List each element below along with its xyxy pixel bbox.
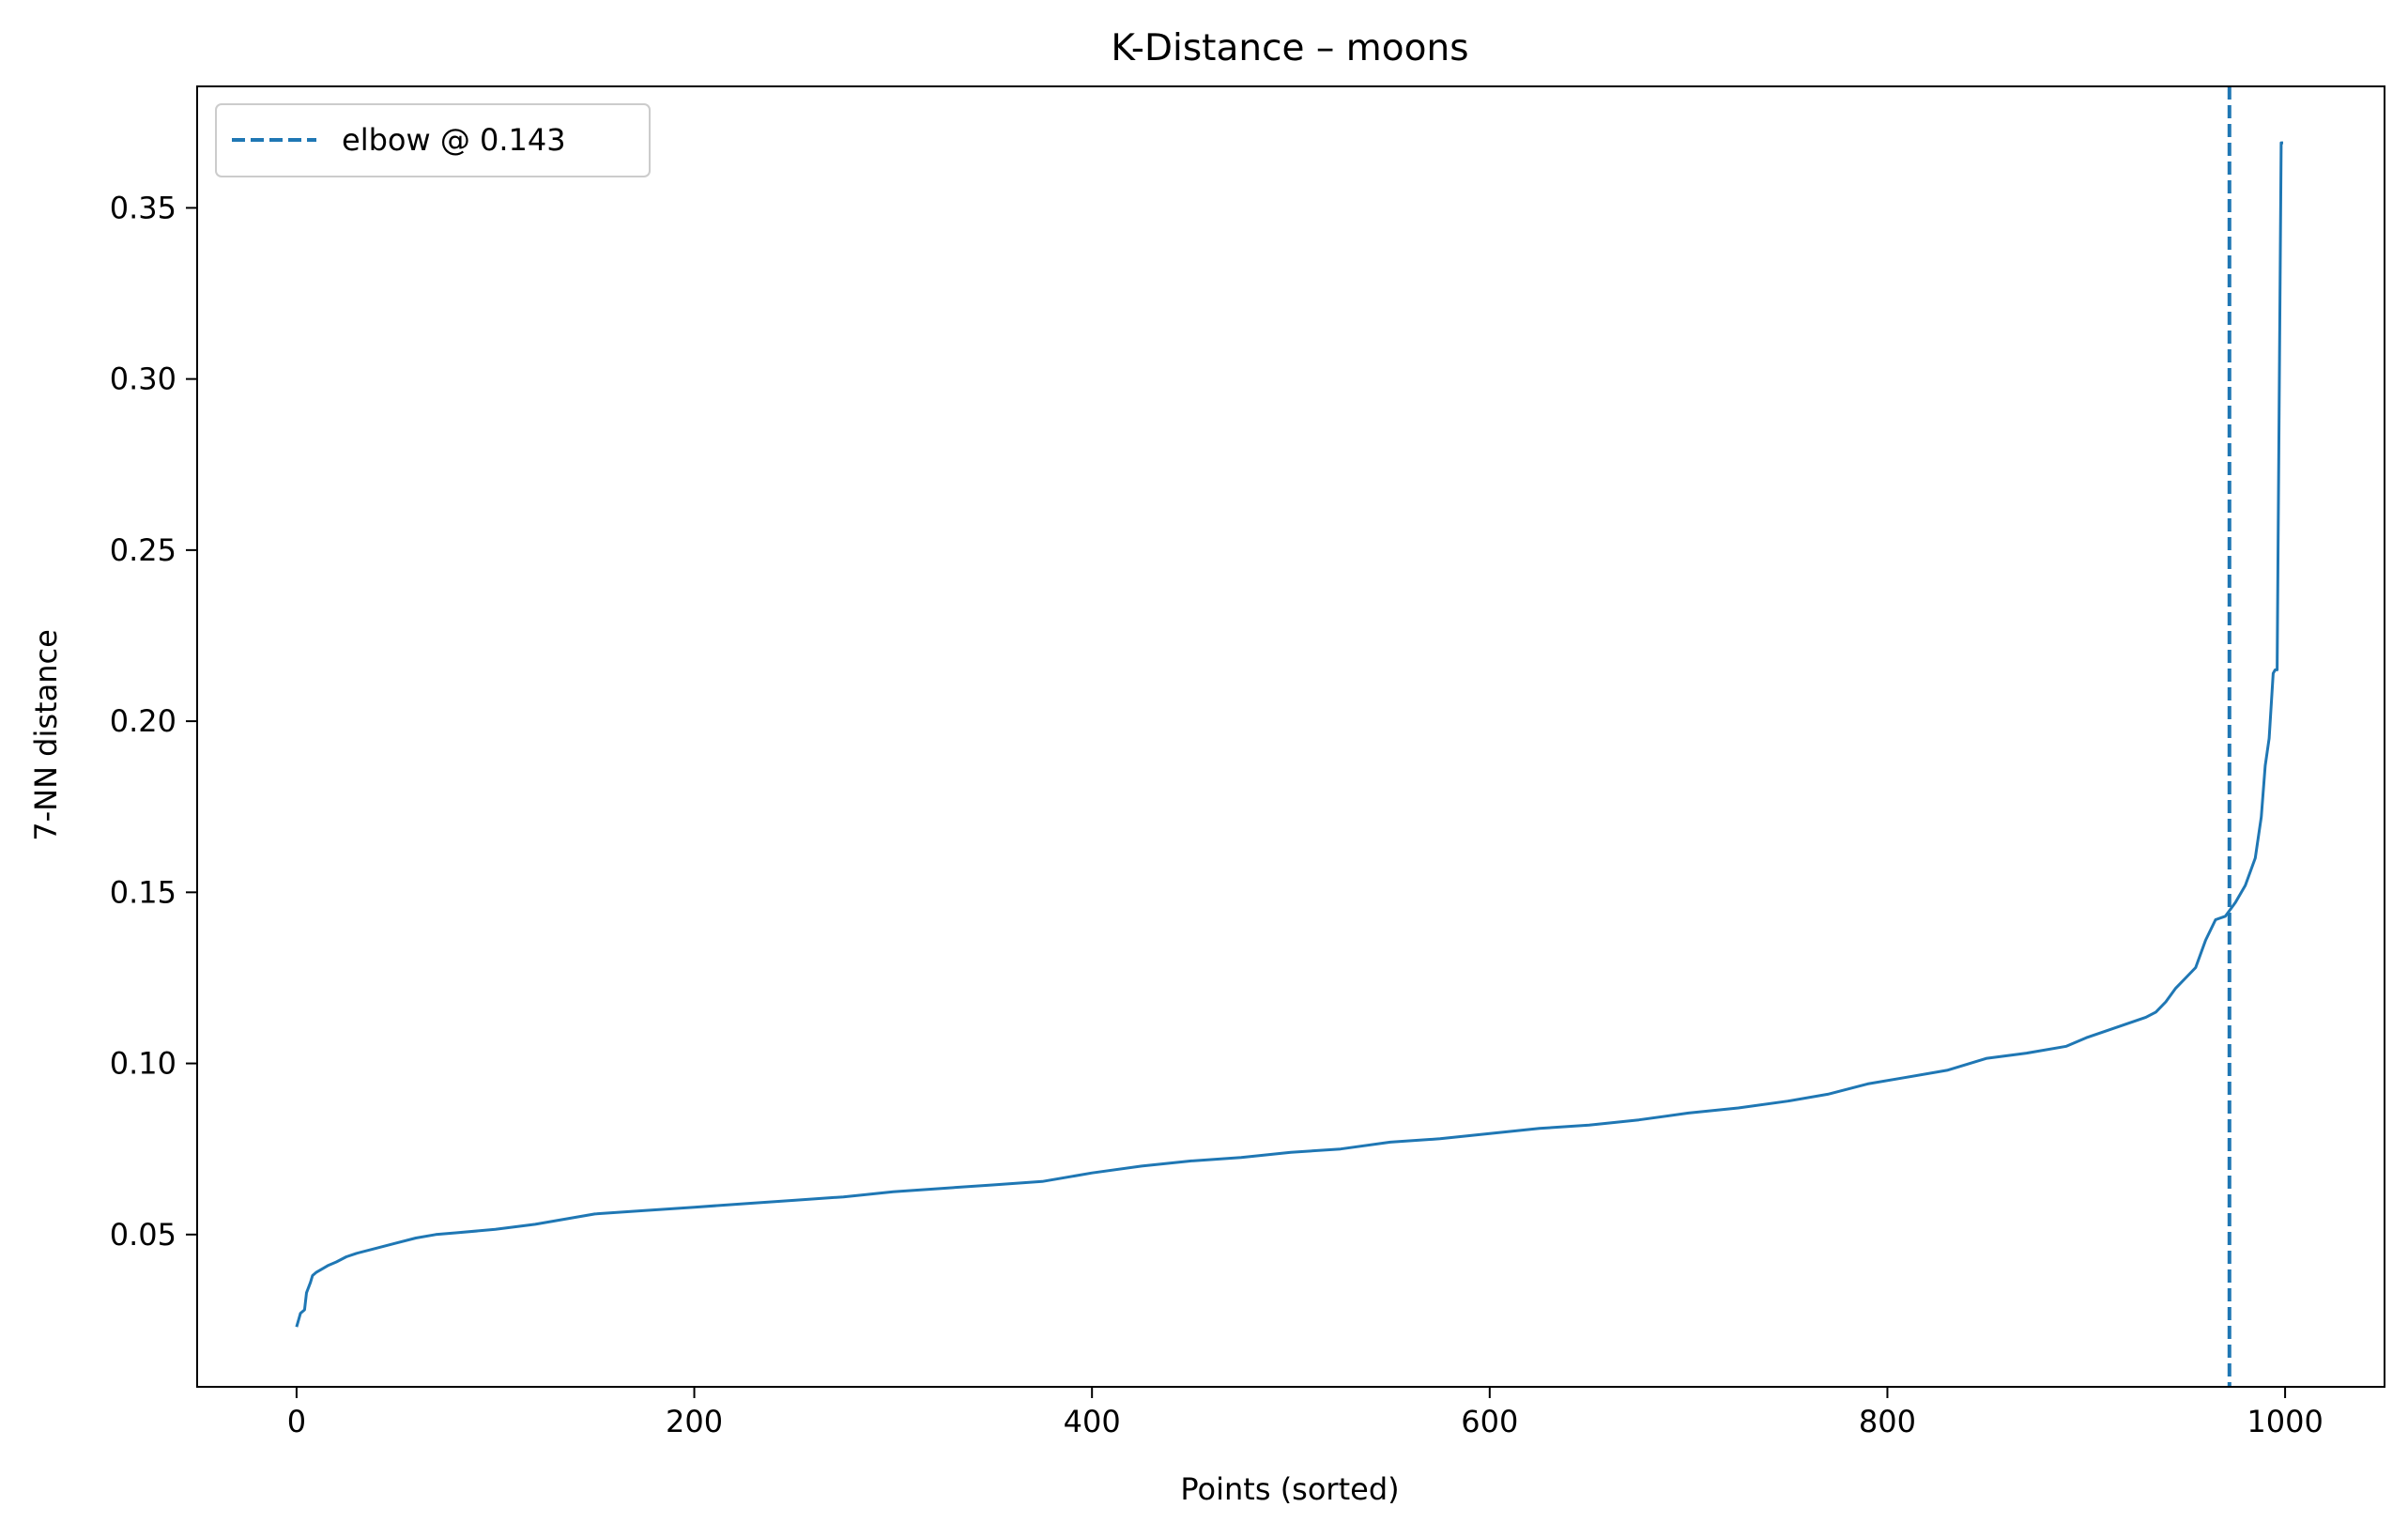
x-axis-label: Points (sorted) (1180, 1471, 1399, 1507)
y-tick-label: 0.20 (110, 703, 176, 739)
x-tick-label: 200 (666, 1404, 723, 1439)
legend-box (215, 103, 651, 177)
legend-label: elbow @ 0.143 (342, 122, 566, 158)
x-tick-label: 1000 (2247, 1404, 2323, 1439)
x-tick-label: 400 (1064, 1404, 1121, 1439)
y-tick-label: 0.30 (110, 361, 176, 397)
x-tick-label: 600 (1461, 1404, 1518, 1439)
plot-frame (196, 85, 2385, 1388)
y-tick-label: 0.25 (110, 532, 176, 568)
x-tick-label: 0 (287, 1404, 306, 1439)
y-axis: 0.05 0.10 0.15 0.20 0.25 0.30 0.35 (110, 190, 197, 1253)
y-tick-label: 0.35 (110, 190, 176, 225)
plot-area (295, 86, 2283, 1387)
chart-title: K-Distance – moons (1111, 27, 1468, 69)
y-tick-label: 0.05 (110, 1217, 176, 1253)
y-tick-label: 0.15 (110, 874, 176, 910)
y-axis-label: 7-NN distance (28, 629, 64, 841)
legend: elbow @ 0.143 (215, 103, 651, 177)
x-tick-label: 800 (1859, 1404, 1916, 1439)
y-tick-label: 0.10 (110, 1046, 176, 1082)
x-axis: 0 200 400 600 800 1000 (287, 1387, 2324, 1439)
k-distance-line (295, 141, 2283, 1328)
